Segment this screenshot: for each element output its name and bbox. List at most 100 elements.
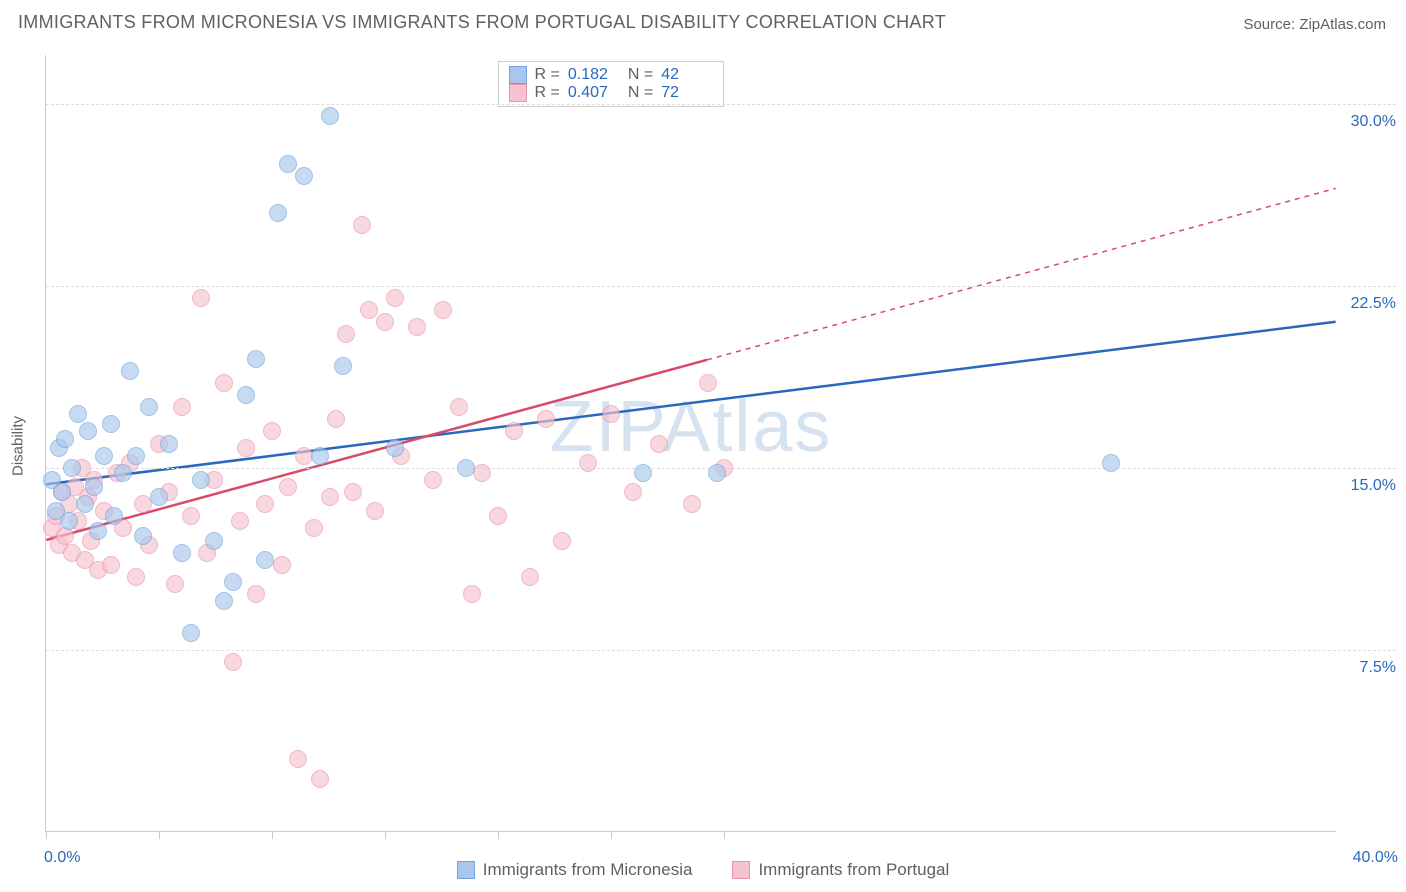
data-point [224,573,242,591]
data-point [353,216,371,234]
data-point [95,447,113,465]
data-point [140,398,158,416]
data-point [269,204,287,222]
regression-line-solid [46,322,1335,484]
legend-swatch [509,66,527,84]
r-value: 0.407 [568,84,620,102]
scatter-chart: ZIPAtlas 0.0% 40.0% R =0.182N =42R =0.40… [45,55,1336,832]
data-point [624,483,642,501]
data-point [121,362,139,380]
data-point [173,544,191,562]
data-point [602,405,620,423]
x-tick [498,831,499,839]
data-point [69,405,87,423]
data-point [279,478,297,496]
legend-label: Immigrants from Micronesia [483,860,693,880]
data-point [192,471,210,489]
data-point [127,447,145,465]
data-point [553,532,571,550]
data-point [102,556,120,574]
data-point [386,439,404,457]
data-point [273,556,291,574]
y-tick-label: 22.5% [1351,295,1396,313]
data-point [60,512,78,530]
x-tick [611,831,612,839]
x-tick [724,831,725,839]
correlation-legend-row: R =0.182N =42 [509,66,714,84]
n-value: 42 [661,66,713,84]
data-point [489,507,507,525]
correlation-legend-row: R =0.407N =72 [509,84,714,102]
data-point [182,624,200,642]
data-point [366,502,384,520]
data-point [321,107,339,125]
data-point [56,430,74,448]
data-point [305,519,323,537]
legend-swatch [509,84,527,102]
data-point [79,422,97,440]
data-point [463,585,481,603]
data-point [237,386,255,404]
data-point [505,422,523,440]
data-point [579,454,597,472]
data-point [85,478,103,496]
data-point [279,155,297,173]
data-point [450,398,468,416]
data-point [1102,454,1120,472]
data-point [256,495,274,513]
data-point [473,464,491,482]
y-axis-label: Disability [10,416,27,476]
r-value: 0.182 [568,66,620,84]
y-tick-label: 15.0% [1351,477,1396,495]
data-point [521,568,539,586]
data-point [127,568,145,586]
data-point [182,507,200,525]
data-point [114,464,132,482]
data-point [386,289,404,307]
x-tick [272,831,273,839]
r-label: R = [535,66,560,84]
data-point [634,464,652,482]
data-point [247,585,265,603]
data-point [134,527,152,545]
data-point [376,313,394,331]
data-point [205,532,223,550]
data-point [683,495,701,513]
data-point [344,483,362,501]
data-point [337,325,355,343]
data-point [224,653,242,671]
r-label: R = [535,84,560,102]
legend-swatch [732,861,750,879]
legend-swatch [457,861,475,879]
data-point [76,495,94,513]
gridline [46,286,1396,287]
header: IMMIGRANTS FROM MICRONESIA VS IMMIGRANTS… [0,0,1406,41]
data-point [247,350,265,368]
legend-label: Immigrants from Portugal [758,860,949,880]
data-point [424,471,442,489]
data-point [263,422,281,440]
data-point [215,592,233,610]
data-point [63,459,81,477]
data-point [537,410,555,428]
y-tick-label: 30.0% [1351,113,1396,131]
source-label: Source: ZipAtlas.com [1243,16,1386,33]
data-point [457,459,475,477]
series-legend: Immigrants from Micronesia Immigrants fro… [0,860,1406,880]
data-point [699,374,717,392]
data-point [708,464,726,482]
data-point [102,415,120,433]
x-tick [46,831,47,839]
data-point [89,522,107,540]
chart-title: IMMIGRANTS FROM MICRONESIA VS IMMIGRANTS… [18,12,946,33]
data-point [160,435,178,453]
data-point [256,551,274,569]
data-point [105,507,123,525]
data-point [215,374,233,392]
legend-item: Immigrants from Portugal [732,860,949,880]
gridline [46,650,1396,651]
data-point [434,301,452,319]
gridline [46,104,1396,105]
data-point [231,512,249,530]
data-point [321,488,339,506]
